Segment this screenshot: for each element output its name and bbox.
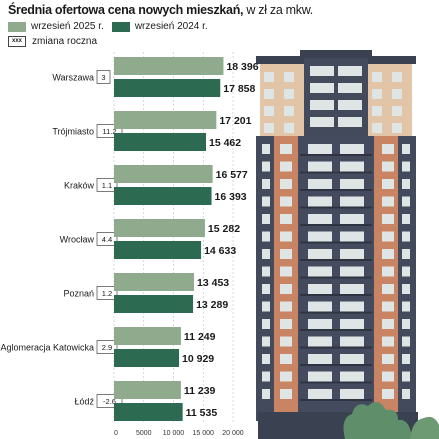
value-label-2025: 13 453: [197, 277, 229, 289]
legend-row-change: xxx zmiana roczna: [8, 36, 97, 47]
category-group: Trójmiasto 11.2 17 201 15 462: [52, 111, 252, 151]
value-label-2024: 15 462: [209, 137, 241, 149]
bar-2024: [114, 79, 221, 97]
x-tick-label: 0: [114, 430, 118, 437]
change-value: 3: [101, 73, 105, 82]
legend-label-2025: wrzesień 2025 r.: [31, 21, 104, 32]
category-group: Wrocław 4.4 15 282 14 633: [60, 219, 240, 259]
value-label-2024: 10 929: [182, 353, 214, 365]
bar-2024: [114, 403, 183, 421]
change-box: [96, 232, 118, 246]
legend-label-2024: wrzesień 2024 r.: [134, 21, 208, 32]
legend-label-change: zmiana roczna: [32, 36, 98, 47]
value-label-2025: 17 201: [219, 115, 251, 127]
bar-2024: [114, 349, 180, 367]
bar-2025: [114, 57, 224, 75]
category-label: Łódź: [74, 397, 94, 407]
change-value: 1.1: [102, 181, 112, 190]
value-label-2025: 16 577: [216, 169, 248, 181]
change-box: [96, 286, 118, 300]
category-label: Poznań: [63, 289, 94, 299]
value-label-2025: 11 249: [184, 331, 216, 343]
change-value: -2.6: [103, 397, 116, 406]
value-label-2024: 13 289: [196, 299, 228, 311]
bar-2025: [114, 273, 195, 291]
bar-2024: [114, 133, 206, 151]
x-tick-label: 15 000: [193, 430, 215, 437]
value-label-2024: 14 633: [204, 245, 236, 257]
x-tick-label: 20 000: [222, 430, 244, 437]
bar-2025: [114, 165, 213, 183]
x-axis-ticks: 0 5000 10 000 15 000 20 000: [114, 430, 244, 437]
x-tick-label: 10 000: [163, 430, 185, 437]
change-box: [96, 340, 118, 354]
legend-swatch-2025: [8, 21, 26, 32]
change-box: [96, 178, 118, 192]
x-gridlines: [113, 52, 234, 424]
bar-2024: [114, 295, 194, 313]
bar-2024: [114, 241, 202, 259]
category-group: Aglomeracja Katowicka 2.9 11 249 10 929: [0, 327, 216, 367]
building-illustration: [256, 50, 439, 439]
change-box: [96, 70, 111, 84]
bar-2025: [114, 327, 181, 345]
category-label: Warszawa: [52, 73, 94, 83]
category-group: Łódź -2.6 11 239 11 535: [74, 381, 217, 421]
bar-2024: [114, 187, 212, 205]
change-value: 2.9: [102, 343, 112, 352]
legend-change-box: xxx: [8, 36, 26, 47]
value-label-2024: 16 393: [215, 191, 247, 203]
bar-2025: [114, 111, 217, 129]
chart-title: Średnia ofertowa cena nowych mieszkań, w…: [8, 3, 313, 17]
change-value: 4.4: [102, 235, 112, 244]
category-label: Wrocław: [60, 235, 95, 245]
category-group: Poznań 1.2 13 453 13 289: [63, 273, 229, 313]
value-label-2025: 15 282: [208, 223, 240, 235]
chart-title-bold: Średnia ofertowa cena nowych mieszkań,: [8, 3, 244, 17]
value-label-2025: 18 396: [226, 61, 258, 73]
x-tick-label: 5000: [136, 430, 152, 437]
change-value: 1.2: [102, 289, 112, 298]
bar-2025: [114, 219, 205, 237]
bar-2025: [114, 381, 181, 399]
category-label: Trójmiasto: [52, 127, 94, 137]
category-group: Kraków 1.1 16 577 16 393: [64, 165, 248, 205]
legend-row-series: wrzesień 2025 r. wrzesień 2024 r.: [8, 21, 208, 32]
value-label-2024: 11 535: [186, 407, 218, 419]
category-group: Warszawa 3 18 396 17 858: [52, 57, 259, 97]
change-value: 11.2: [102, 127, 116, 136]
category-label: Aglomeracja Katowicka: [0, 343, 94, 353]
legend-swatch-2024: [111, 21, 130, 32]
value-label-2025: 11 239: [184, 385, 216, 397]
category-label: Kraków: [64, 181, 95, 191]
value-label-2024: 17 858: [223, 83, 255, 95]
chart-title-unit: w zł za mkw.: [243, 3, 313, 17]
category-groups: Warszawa 3 18 396 17 858 Trójmiasto 11.2 17 20…: [0, 57, 259, 421]
